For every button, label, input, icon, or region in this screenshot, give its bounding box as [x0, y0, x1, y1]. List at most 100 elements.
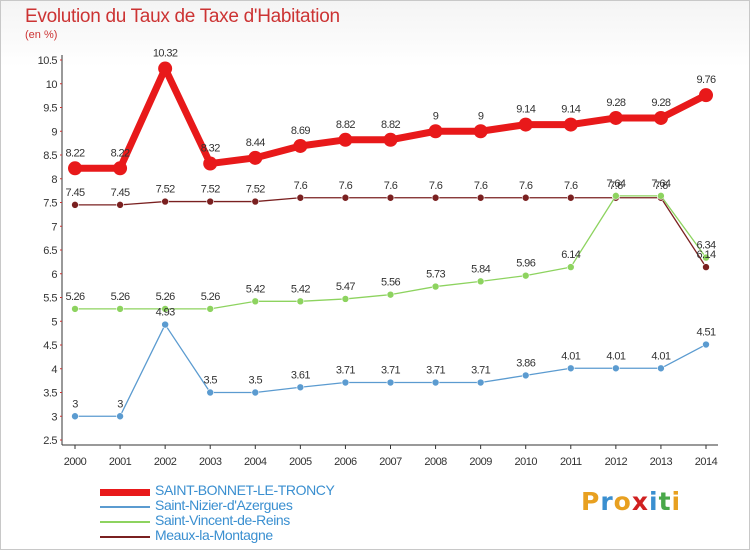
logo-letter: t	[658, 487, 672, 516]
data-point	[386, 290, 395, 299]
y-tick-label: 5	[51, 316, 57, 328]
data-label: 3.71	[336, 365, 355, 377]
data-point	[206, 305, 215, 313]
data-label: 8.22	[65, 147, 84, 159]
data-label: 8.82	[381, 119, 400, 131]
data-point	[518, 117, 533, 132]
data-point	[383, 132, 398, 147]
data-point	[563, 117, 578, 132]
data-label: 6.14	[696, 249, 715, 261]
data-label: 4.01	[561, 350, 580, 362]
data-label: 7.64	[651, 178, 670, 190]
data-point	[116, 201, 124, 209]
data-label: 7.6	[294, 180, 308, 192]
data-point	[473, 124, 488, 139]
data-label: 7.6	[339, 180, 353, 192]
data-label: 8.82	[336, 119, 355, 131]
data-point	[293, 138, 308, 153]
data-label: 9.76	[696, 74, 715, 86]
data-point	[702, 340, 710, 349]
data-point	[657, 192, 665, 200]
chart-title: Evolution du Taux de Taxe d'Habitation	[25, 6, 340, 27]
data-label: 3.71	[426, 365, 445, 377]
data-label: 7.45	[111, 187, 130, 199]
data-label: 9.28	[651, 97, 670, 109]
data-point	[431, 282, 440, 291]
y-tick-label: 6.5	[43, 245, 57, 257]
data-label: 5.26	[65, 291, 84, 303]
data-point	[341, 295, 350, 303]
y-tick-label: 4.5	[43, 340, 57, 352]
data-label: 7.6	[429, 180, 443, 192]
x-tick-label: 2003	[199, 456, 222, 468]
data-point	[248, 150, 263, 165]
data-label: 3	[72, 398, 78, 410]
legend-label: Saint-Nizier-d'Azergues	[155, 497, 293, 513]
logo-letter: i	[671, 487, 682, 516]
data-point	[206, 388, 215, 397]
data-label: 7.6	[384, 180, 398, 192]
data-point	[431, 378, 440, 387]
x-tick-label: 2005	[289, 456, 312, 468]
data-label: 5.42	[291, 283, 310, 295]
data-label: 5.56	[381, 277, 400, 289]
data-label: 4.93	[156, 307, 175, 319]
legend-swatch	[100, 489, 150, 496]
x-tick-label: 2004	[244, 456, 267, 468]
data-point	[566, 263, 575, 271]
data-label: 7.6	[654, 180, 668, 192]
data-point	[341, 193, 350, 202]
proxiti-logo: Proxiti	[581, 487, 681, 516]
data-label: 3.71	[381, 365, 400, 377]
data-point	[521, 371, 530, 380]
data-point	[699, 88, 713, 103]
logo-letter: r	[600, 487, 614, 516]
logo-letter: x	[631, 487, 649, 516]
data-label: 7.6	[564, 180, 578, 192]
data-point	[71, 305, 79, 313]
x-tick-label: 2010	[514, 456, 537, 468]
data-point	[68, 161, 82, 176]
y-tick-label: 8.5	[43, 150, 57, 162]
data-point	[251, 297, 260, 306]
x-tick-label: 2011	[560, 456, 582, 468]
data-label: 7.52	[156, 184, 175, 196]
data-point	[657, 364, 665, 373]
data-point	[161, 320, 169, 329]
y-tick-label: 10.5	[38, 55, 58, 67]
data-label: 7.6	[519, 180, 533, 192]
y-tick-label: 2.5	[43, 435, 57, 447]
data-point	[431, 193, 440, 202]
data-label: 7.6	[474, 180, 488, 192]
data-point	[296, 297, 305, 306]
data-point	[158, 61, 173, 76]
data-label: 9.14	[516, 104, 535, 116]
data-point	[702, 253, 710, 262]
data-point	[612, 364, 620, 373]
y-axis-ticks: 2.5 3 3.5 4 4.5 5 5.5 6 6.5 7 7.5 8 8.5 9 9.5 10 10.5	[38, 55, 62, 447]
data-point	[296, 383, 305, 392]
data-label: 7.52	[201, 184, 220, 196]
y-tick-label: 9	[51, 126, 57, 138]
data-point	[476, 193, 485, 202]
data-label: 8.32	[201, 143, 220, 155]
logo-letter: i	[649, 487, 659, 516]
data-point	[608, 110, 623, 125]
data-label: 3.5	[203, 375, 217, 387]
data-label: 3.86	[516, 357, 535, 369]
data-point	[428, 124, 443, 139]
data-point	[116, 412, 124, 421]
x-tick-label: 2012	[605, 456, 628, 468]
x-tick-label: 2000	[64, 456, 87, 468]
data-label: 10.32	[153, 48, 178, 60]
data-point	[113, 161, 128, 176]
x-tick-label: 2014	[695, 456, 718, 468]
data-label: 7.64	[606, 178, 625, 190]
data-labels: 8.22 8.22 10.32 8.32 8.44 8.69 8.82 8.82 9 9 9.14 9…	[65, 48, 716, 411]
logo-letter: o	[613, 487, 632, 516]
data-point	[386, 193, 395, 202]
x-axis-ticks: 2000 2001 2002 2003 2004 2005 2006 2007 2008 2009…	[64, 445, 718, 468]
data-point	[653, 110, 668, 125]
